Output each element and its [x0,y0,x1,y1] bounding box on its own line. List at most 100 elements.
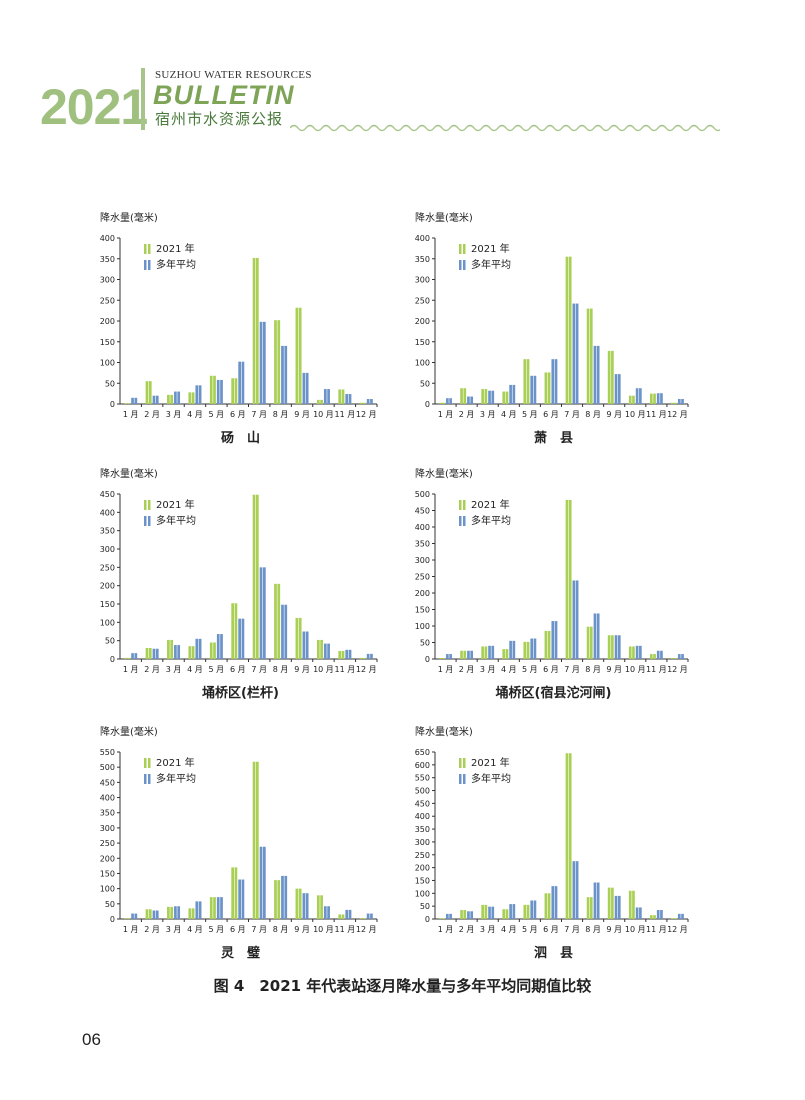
y-tick-label: 350 [415,825,430,834]
bar-2021-strip [463,388,467,404]
bar-2021-strip [234,378,238,404]
bar-average-strip [370,653,373,659]
bar-average-strip [281,345,284,404]
bar-2021-strip [649,915,653,919]
bar-2021-4 [502,909,509,919]
bar-average-strip [488,645,491,659]
header-title-cn: 宿州市水资源公报 [155,110,284,128]
bar-2021-strip [295,617,299,659]
bar-average-1 [131,913,138,919]
bar-average-8 [281,345,288,404]
bar-average-strip [470,911,474,919]
bar-2021-12 [671,658,677,659]
y-tick-label: 100 [415,359,430,368]
bar-2021-strip [586,308,590,404]
chart-5: 降水量(毫米) 0 50 100 150 200 250 300 350 400 450 500 550… [100,725,378,960]
bar-average-1 [131,653,138,659]
bar-average-strip [681,399,684,404]
bar-2021-strip [127,657,131,659]
y-tick-label: 300 [415,556,430,565]
bar-2021-strip [611,635,614,659]
bar-2021-strip [256,494,259,659]
x-tick-label: 9 月 [294,665,310,674]
bar-2021-strip [649,393,653,404]
bar-average-strip [575,580,579,659]
bar-2021-strip [359,657,363,659]
station-title: 砀 山 [221,430,260,446]
bar-average-2 [467,911,474,919]
legend-label-2021: 2021 年 [156,498,195,511]
bar-average-strip [639,388,642,404]
bar-average-1 [446,398,452,404]
bar-average-strip [554,886,558,919]
bar-2021-strip [565,753,569,919]
x-tick-label: 11 月 [646,410,667,419]
bar-average-7 [572,580,579,659]
x-tick-label: 11 月 [646,665,667,674]
bar-2021-7 [565,499,572,659]
x-tick-label: 1 月 [438,665,454,674]
bar-average-strip [241,361,245,404]
bar-average-strip [284,345,288,404]
bar-2021-5 [209,642,216,659]
bar-2021-strip [298,307,302,404]
bar-2021-strip [170,394,174,404]
x-tick-label: 6 月 [230,665,246,674]
x-tick-label: 10 月 [313,410,334,419]
bar-average-11 [345,909,352,919]
y-tick-label: 150 [100,869,115,878]
bar-2021-strip [188,646,192,659]
bar-2021-strip [544,630,548,659]
bar-average-strip [635,388,639,404]
bar-2021-strip [484,389,488,404]
bar-2021-strip [586,897,590,919]
bar-2021-5 [523,359,530,404]
bar-average-strip [284,875,288,919]
bar-2021-strip [544,372,548,404]
x-tick-label: 2 月 [459,665,475,674]
bar-2021-strip [124,403,127,404]
x-tick-label: 6 月 [230,410,246,419]
bar-average-10 [635,388,642,404]
bar-2021-strip [674,658,677,659]
bar-average-strip [195,385,199,404]
charts-area: 降水量(毫米) 0 50 100 150 200 250 300 350 400 1 月 2 月 3 月… [100,211,689,960]
bar-average-strip [449,913,452,919]
bar-2021-strip [148,648,152,659]
bar-average-strip [533,900,537,919]
bar-2021-6 [544,372,551,404]
x-tick-label: 3 月 [480,665,496,674]
bar-2021-strip [611,887,614,919]
y-axis-label: 降水量(毫米) [415,211,473,224]
bar-average-strip [263,321,266,404]
bar-2021-6 [544,893,551,919]
bar-2021-3 [167,639,174,659]
bar-average-12 [677,654,684,659]
bar-average-strip [530,900,534,919]
bar-average-strip [348,909,352,919]
bar-average-3 [488,906,495,919]
bar-average-strip [345,649,349,659]
legend-swatch-average [463,516,466,526]
x-tick-label: 6 月 [543,410,559,419]
y-tick-label: 350 [100,255,115,264]
bar-average-strip [259,321,263,404]
bar-average-strip [446,398,449,404]
y-tick-label: 200 [415,589,430,598]
y-tick-label: 300 [415,276,430,285]
x-tick-label: 7 月 [564,410,580,419]
bar-average-strip [152,910,156,919]
bar-average-strip [533,638,537,659]
bar-average-7 [259,846,266,919]
bar-average-strip [491,390,495,404]
bar-average-4 [195,385,202,404]
bar-2021-5 [523,641,530,659]
bar-average-strip [174,645,177,659]
bar-average-strip [575,861,579,919]
bar-2021-strip [320,895,323,919]
bar-2021-8 [586,897,593,919]
bar-2021-strip [653,654,656,659]
bar-average-strip [152,648,156,659]
bar-average-6 [238,618,245,659]
